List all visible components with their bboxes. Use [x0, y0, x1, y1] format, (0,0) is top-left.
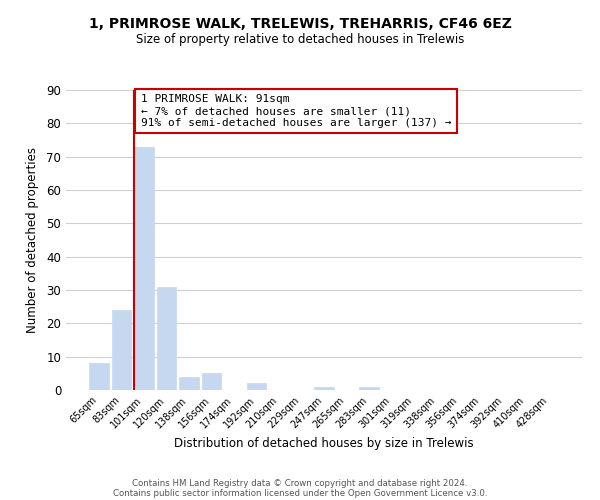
Bar	[112, 310, 131, 390]
Text: Contains HM Land Registry data © Crown copyright and database right 2024.: Contains HM Land Registry data © Crown c…	[132, 478, 468, 488]
Bar	[89, 364, 109, 390]
Text: Contains public sector information licensed under the Open Government Licence v3: Contains public sector information licen…	[113, 488, 487, 498]
Bar	[134, 146, 154, 390]
Text: 1, PRIMROSE WALK, TRELEWIS, TREHARRIS, CF46 6EZ: 1, PRIMROSE WALK, TRELEWIS, TREHARRIS, C…	[89, 18, 511, 32]
Bar	[247, 384, 266, 390]
Y-axis label: Number of detached properties: Number of detached properties	[26, 147, 40, 333]
Bar	[359, 386, 379, 390]
Text: Size of property relative to detached houses in Trelewis: Size of property relative to detached ho…	[136, 32, 464, 46]
Bar	[202, 374, 221, 390]
Bar	[314, 386, 334, 390]
X-axis label: Distribution of detached houses by size in Trelewis: Distribution of detached houses by size …	[174, 436, 474, 450]
Text: 1 PRIMROSE WALK: 91sqm
← 7% of detached houses are smaller (11)
91% of semi-deta: 1 PRIMROSE WALK: 91sqm ← 7% of detached …	[141, 94, 451, 128]
Bar	[179, 376, 199, 390]
Bar	[157, 286, 176, 390]
